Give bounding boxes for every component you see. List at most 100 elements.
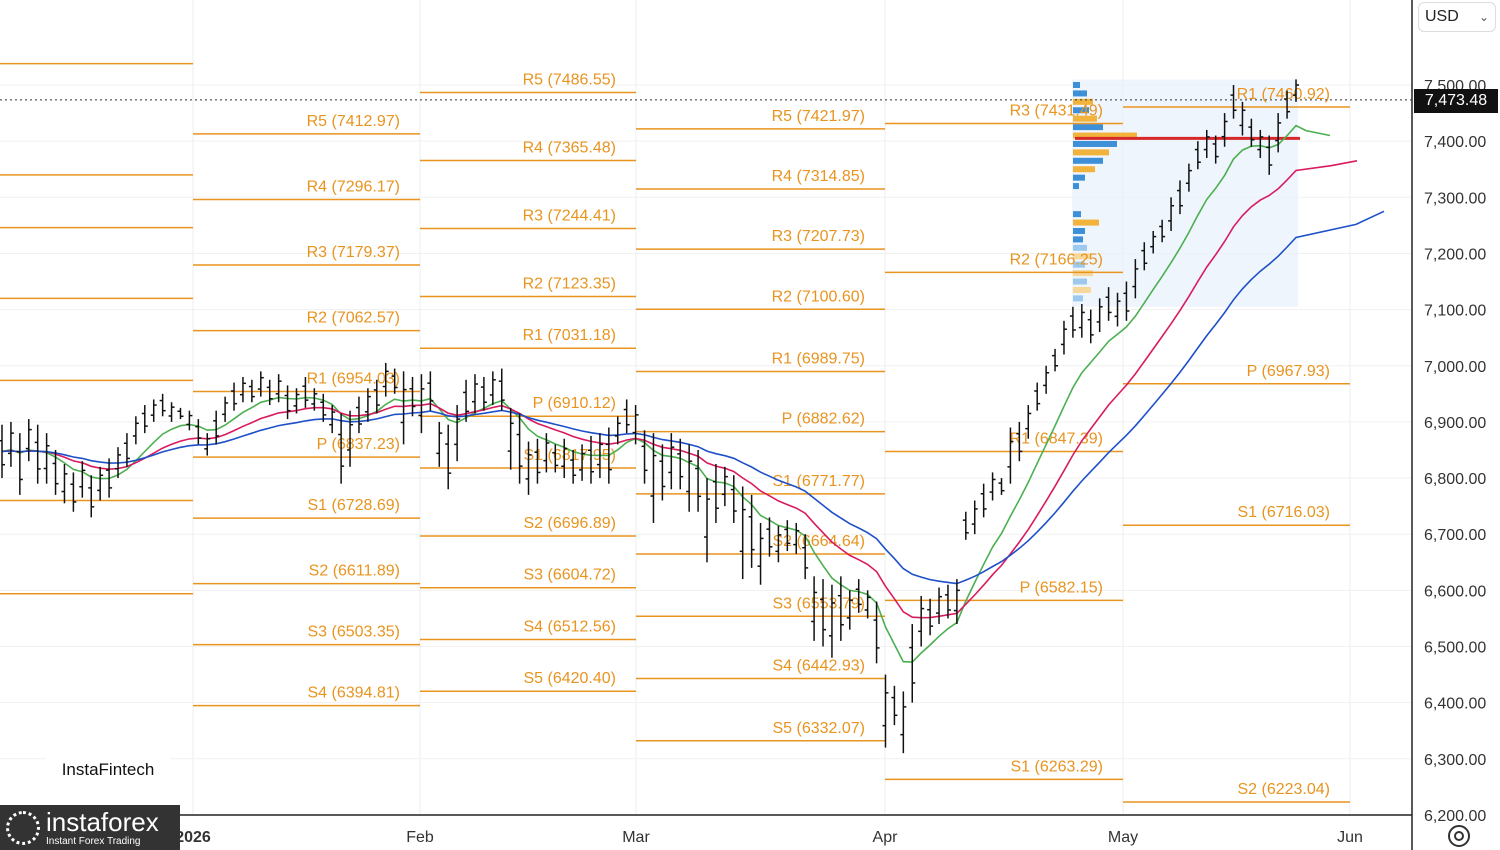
sma-red-line [1,160,1358,619]
pivot-label: S2 (6223.04) [1237,781,1330,798]
volume-profile-bar [1073,278,1087,285]
sma-green-line [1,124,1331,663]
time-tick-label: Jun [1337,829,1363,846]
price-tick-label: 6,200.00 [1424,808,1486,825]
pivot-label: S4 (6512.56) [523,618,616,635]
volume-profile-bar [1073,98,1093,105]
time-tick-label: Feb [406,829,434,846]
pivot-label: R3 (7207.73) [772,228,865,245]
pivot-label: S2 (6696.89) [523,515,616,532]
price-tick-label: 6,400.00 [1424,696,1486,713]
pivot-label: S5 (6332.07) [772,720,865,737]
currency-selector[interactable]: USD ⌄ [1418,2,1496,32]
pivot-label: P (6837.23) [317,436,400,453]
instaforex-logo: instaforex Instant Forex Trading [0,805,180,850]
price-tick-label: 6,500.00 [1424,640,1486,657]
price-tick-label: 7,100.00 [1424,303,1486,320]
volume-profile-bar [1073,149,1109,156]
volume-profile-box [1072,79,1298,307]
pivot-label: S1 (6263.29) [1010,758,1103,775]
volume-profile-bar [1073,261,1085,268]
volume-profile-bar [1073,183,1079,190]
volume-profile [1072,79,1300,307]
pivot-label: S2 (6611.89) [309,563,400,580]
price-tick-label: 7,400.00 [1424,134,1486,151]
volume-profile-bar [1073,115,1097,122]
volume-profile-bar [1073,244,1087,251]
pivot-label: S4 (6442.93) [772,658,865,675]
pivot-label: R5 (7486.55) [523,72,616,89]
currency-value: USD [1425,8,1459,25]
volume-profile-bar [1073,253,1091,260]
price-tick-label: 7,000.00 [1424,359,1486,376]
pivot-label: S2 (6664.64) [772,533,865,550]
logo-subtitle: Instant Forex Trading [46,835,141,847]
pivot-label: R1 (7460.92) [1237,86,1330,103]
pivot-levels: R5 (7412.97) R4 (7296.17) R3 (7179.37) R2 (… [0,62,1350,803]
volume-profile-bar [1073,82,1080,88]
moving-averages [1,124,1385,663]
volume-profile-bar [1073,227,1085,234]
pivot-label: R3 (7431.49) [1010,102,1103,119]
time-axis[interactable]: 2026 Feb Mar Apr May Jun [175,829,1363,846]
pivot-label: P (6910.12) [533,395,616,412]
pivot-label: P (6882.62) [782,411,865,428]
pivot-label: R5 (7421.97) [772,108,865,125]
volume-profile-bar [1073,219,1099,226]
chevron-down-icon: ⌄ [1478,10,1489,24]
price-tick-label: 7,200.00 [1424,246,1486,263]
time-tick-label: 2026 [175,829,211,846]
pivot-label: P (6582.15) [1020,579,1103,596]
pivot-label: R5 (7412.97) [307,113,400,130]
volume-profile-bar [1073,140,1117,147]
logo-name: instaforex [46,806,159,837]
logo-icon [6,810,40,845]
pivot-label: R1 (6847.39) [1010,430,1103,447]
last-price-tag: 7,473.48 [1414,89,1498,113]
pivot-label: R3 (7179.37) [307,244,400,261]
price-tick-label: 7,300.00 [1424,190,1486,207]
volume-profile-bar [1073,124,1103,131]
pivot-label: S4 (6394.81) [307,685,400,702]
volume-profile-bar [1073,174,1085,181]
pivot-label: S1 (6771.77) [772,473,865,490]
pivot-label: S3 (6553.79) [772,595,865,612]
volume-profile-bar [1073,286,1091,293]
time-tick-label: Apr [873,829,899,846]
time-tick-label: May [1108,829,1138,846]
pivot-label: R2 (7166.25) [1010,251,1103,268]
pivot-label: R4 (7314.85) [772,168,865,185]
pivot-label: P (6967.93) [1247,363,1330,380]
volume-profile-bar [1073,90,1087,97]
price-tick-label: 6,800.00 [1424,471,1486,488]
pivot-label: R2 (7100.60) [772,288,865,305]
pivot-label: R3 (7244.41) [523,208,616,225]
price-tick-label: 6,900.00 [1424,415,1486,432]
brand-caption: InstaFintech [46,736,170,804]
price-axis[interactable]: 6,200.00 6,300.00 6,400.00 6,500.00 6,600.00… [1424,78,1486,825]
price-tick-label: 6,700.00 [1424,527,1486,544]
volume-profile-bar [1073,157,1103,164]
volume-profile-bar [1073,166,1095,173]
settings-icon[interactable] [1448,825,1470,847]
time-tick-label: Mar [622,829,650,846]
sma-blue-line [1,210,1385,585]
pivot-label: S1 (6716.03) [1237,504,1330,521]
volume-profile-bar [1073,295,1083,302]
pivot-label: R4 (7365.48) [523,140,616,157]
pivot-label: S3 (6503.35) [307,624,400,641]
pivot-label: R1 (7031.18) [523,327,616,344]
pivot-label: R1 (6989.75) [772,351,865,368]
pivot-label: R2 (7123.35) [523,275,616,292]
ohlc-bars [0,79,1412,754]
volume-profile-bar [1073,236,1083,243]
volume-profile-bar [1073,107,1089,114]
pivot-label: R4 (7296.17) [307,178,400,195]
volume-profile-bar [1073,132,1137,139]
volume-profile-bar [1073,211,1081,218]
pivot-label: S1 (6728.69) [307,497,400,514]
price-tick-label: 6,600.00 [1424,583,1486,600]
pivot-label: S3 (6604.72) [523,567,616,584]
price-tick-label: 6,300.00 [1424,752,1486,769]
